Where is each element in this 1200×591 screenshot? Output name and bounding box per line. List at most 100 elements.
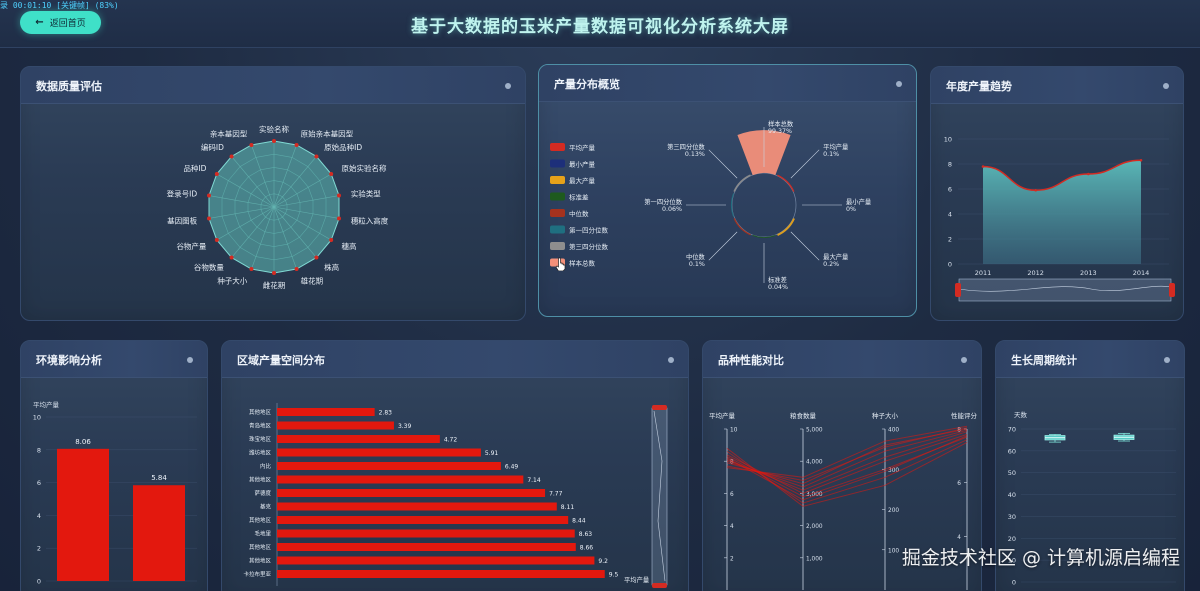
radar-indicator-label: 谷物数量 bbox=[194, 262, 224, 272]
panel-regional: 区域产量空间分布 其他地区 2.83 青岛地区 3.39 珠宝地区 4.72 潍坊地区 5.9… bbox=[221, 340, 689, 591]
radar-point bbox=[229, 154, 234, 159]
radar-indicator-label: 原始亲本基因型 bbox=[301, 129, 354, 139]
regional-category-label: 其他地区 bbox=[249, 543, 272, 551]
rose-slice-pct: 0.06% bbox=[662, 206, 682, 213]
radar-indicator-label: 谷物产量 bbox=[176, 241, 206, 251]
yearly-point bbox=[1087, 172, 1090, 176]
yearly-xtick: 2012 bbox=[1027, 269, 1044, 277]
rose-inner-ring bbox=[731, 172, 797, 238]
legend-swatch bbox=[550, 192, 565, 201]
panel-header: 品种性能对比 bbox=[703, 341, 981, 378]
watermark: 掘金技术社区 @ 计算机源启编程 bbox=[901, 547, 1180, 569]
radar-indicator-label: 基因图板 bbox=[167, 216, 197, 226]
rose-slice-name: 最大产量 bbox=[823, 252, 849, 261]
parallel-line bbox=[726, 441, 968, 507]
legend-swatch bbox=[550, 159, 565, 168]
radar-indicator-label: 实验类型 bbox=[351, 188, 381, 198]
yearly-zoom-handle-left bbox=[955, 283, 961, 297]
yearly-xtick: 2014 bbox=[1133, 269, 1150, 277]
radar-point bbox=[272, 139, 276, 143]
rose-slice-pct: 99.37% bbox=[768, 128, 792, 135]
recording-indicator: 录 00:01:10 [关键帧] (83%) bbox=[0, 1, 119, 10]
rose-slice-pct: 0.1% bbox=[689, 261, 705, 268]
growth-ytick: 20 bbox=[1008, 535, 1016, 543]
panel-header: 数据质量评估 bbox=[21, 67, 525, 104]
parallel-axis-name: 粮食数量 bbox=[790, 411, 817, 420]
regional-bar-label: 5.91 bbox=[485, 450, 499, 457]
parallel-tick-label: 300 bbox=[888, 468, 899, 474]
panel-menu-dot-icon[interactable] bbox=[896, 81, 902, 87]
legend-swatch bbox=[550, 143, 565, 151]
yearly-area-chart: 0 2 4 6 8 10 2011 2012 2013 2014 bbox=[944, 136, 1175, 302]
yearly-xtick: 2013 bbox=[1080, 269, 1097, 277]
env-bar bbox=[57, 448, 109, 581]
growth-ytick: 10 bbox=[1008, 557, 1016, 565]
radar-indicator-label: 原始品种ID bbox=[324, 142, 362, 152]
panel-menu-dot-icon[interactable] bbox=[1164, 357, 1170, 363]
radar-point bbox=[272, 271, 276, 275]
env-bar-label: 5.84 bbox=[151, 474, 167, 482]
parallel-line bbox=[726, 429, 968, 488]
regional-category-label: 其他地区 bbox=[249, 408, 272, 416]
legend-swatch bbox=[550, 225, 565, 234]
panel-header: 产量分布概览 bbox=[539, 65, 916, 102]
panel-title: 年度产量趋势 bbox=[946, 80, 1012, 93]
yearly-zoom-slider bbox=[958, 278, 1172, 302]
rose-slice-pct: 0% bbox=[846, 206, 856, 213]
regional-bar bbox=[277, 543, 576, 551]
rose-label-line bbox=[790, 149, 820, 179]
parallel-tick-label: 2,000 bbox=[806, 524, 823, 530]
yearly-area bbox=[983, 160, 1141, 264]
radar-point bbox=[314, 255, 319, 260]
panel-menu-dot-icon[interactable] bbox=[187, 357, 193, 363]
growth-ytick: 50 bbox=[1008, 469, 1016, 477]
yearly-line bbox=[982, 159, 1142, 192]
radar-point bbox=[336, 193, 341, 198]
panel-title: 产量分布概览 bbox=[554, 78, 620, 91]
radar-point bbox=[249, 267, 254, 272]
back-home-label: 返回首页 bbox=[49, 19, 86, 29]
legend-swatch bbox=[550, 176, 565, 184]
parallel-tick-label: 200 bbox=[888, 508, 899, 514]
regional-category-label: 毛地里 bbox=[254, 530, 271, 538]
regional-bar-label: 6.49 bbox=[505, 464, 519, 471]
parallel-line bbox=[726, 425, 968, 478]
growth-ytick: 0 bbox=[1012, 579, 1016, 587]
env-ytick: 2 bbox=[37, 545, 41, 553]
page-title: 基于大数据的玉米产量数据可视化分析系统大屏 bbox=[411, 17, 789, 37]
yearly-ytick: 0 bbox=[948, 261, 952, 269]
parallel-tick-label: 3,000 bbox=[806, 492, 823, 498]
env-ylabel: 平均产量 bbox=[33, 400, 60, 409]
legend-label: 平均产量 bbox=[569, 143, 596, 152]
radar-series-area bbox=[208, 140, 340, 274]
parallel-tick-label: 10 bbox=[730, 428, 738, 434]
parallel-tick-label: 100 bbox=[888, 548, 899, 554]
pointer-hand-icon bbox=[555, 257, 566, 271]
regional-category-label: 卡拉布里亚 bbox=[243, 570, 271, 578]
regional-bar bbox=[277, 421, 394, 430]
regional-bar-label: 4.72 bbox=[444, 437, 458, 444]
parallel-line bbox=[726, 427, 968, 482]
panel-menu-dot-icon[interactable] bbox=[668, 357, 674, 363]
radar-indicator-label: 品种ID bbox=[183, 163, 206, 173]
parallel-line bbox=[726, 439, 968, 504]
regional-bar bbox=[277, 556, 595, 565]
legend-label: 第一四分位数 bbox=[569, 226, 609, 235]
back-home-button[interactable]: ← 返回首页 bbox=[20, 11, 101, 34]
regional-bar-label: 8.44 bbox=[572, 518, 586, 525]
legend-label: 样本总数 bbox=[569, 259, 596, 268]
panel-menu-dot-icon[interactable] bbox=[961, 357, 967, 363]
parallel-chart: 平均产量246810粮食数量1,0002,0003,0004,0005,000种… bbox=[709, 411, 978, 590]
parallel-line bbox=[726, 435, 968, 501]
rose-chart: 平均产量最小产量最大产量标准差中位数第一四分位数第三四分位数样本总数样本总数99… bbox=[550, 119, 872, 291]
legend-label: 第三四分位数 bbox=[569, 242, 609, 251]
panel-menu-dot-icon[interactable] bbox=[505, 83, 511, 89]
regional-category-label: 其他地区 bbox=[249, 476, 272, 484]
panel-menu-dot-icon[interactable] bbox=[1163, 83, 1169, 89]
legend-label: 最大产量 bbox=[569, 176, 596, 185]
parallel-tick-label: 4,000 bbox=[806, 460, 823, 466]
radar-point bbox=[249, 142, 254, 147]
regional-bar bbox=[277, 462, 501, 470]
radar-point bbox=[207, 216, 212, 221]
